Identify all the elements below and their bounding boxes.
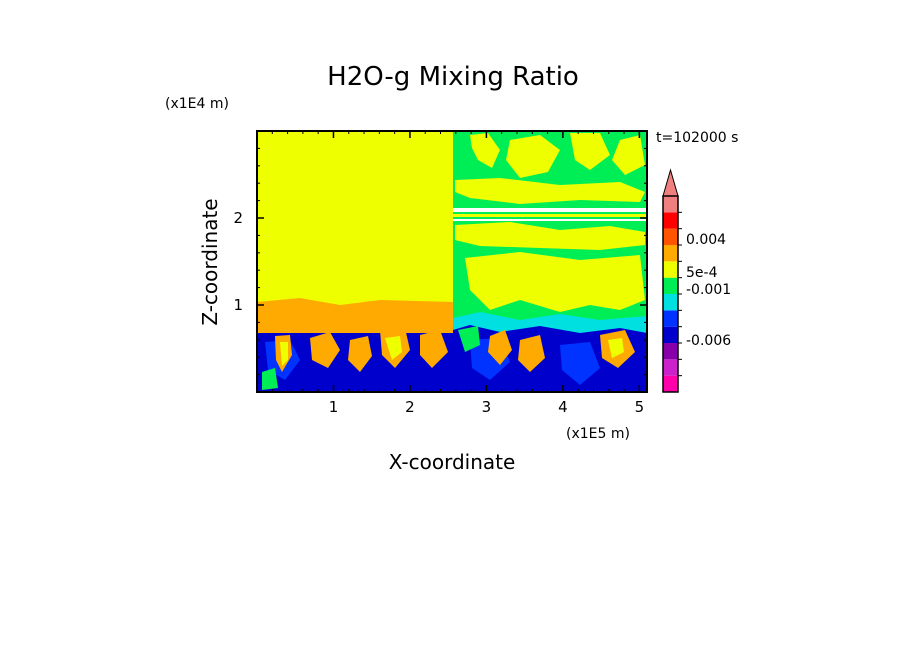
colorbar-swatch bbox=[663, 359, 678, 376]
colorbar-swatch bbox=[663, 343, 678, 360]
streak-bands bbox=[453, 208, 647, 221]
x-tick-label: 4 bbox=[558, 398, 568, 416]
x-tick-label: 1 bbox=[329, 398, 339, 416]
colorbar-swatch bbox=[663, 310, 678, 327]
colorbar-swatch bbox=[663, 245, 678, 262]
upper-right-patches bbox=[455, 133, 645, 312]
contour-field bbox=[257, 131, 647, 392]
orange-band bbox=[257, 298, 453, 333]
colorbar-label: 0.004 bbox=[686, 232, 726, 248]
x-tick-label: 3 bbox=[482, 398, 492, 416]
colorbar-swatch bbox=[663, 212, 678, 229]
colorbar-label: -0.001 bbox=[686, 282, 731, 298]
colorbar-swatch bbox=[663, 375, 678, 392]
x-tick-label: 2 bbox=[405, 398, 415, 416]
y-axis-label: Z-coordinate bbox=[198, 198, 222, 325]
x-axis-label: X-coordinate bbox=[389, 450, 516, 474]
x-tick-label: 5 bbox=[635, 398, 645, 416]
y-tick-label: 1 bbox=[233, 296, 243, 314]
chart-title: H2O-g Mixing Ratio bbox=[327, 62, 579, 92]
green-plumes bbox=[262, 326, 480, 390]
y-scale-label: (x1E4 m) bbox=[165, 96, 229, 112]
colorbar-swatch bbox=[663, 228, 678, 245]
plot-frame bbox=[256, 130, 648, 393]
colorbar-label: -0.006 bbox=[686, 333, 731, 349]
colorbar-swatch bbox=[663, 196, 678, 213]
x-ticks: 1 2 3 4 5 bbox=[271, 131, 645, 416]
orange-plumes bbox=[275, 328, 635, 372]
colorbar-swatch bbox=[663, 294, 678, 311]
colorbar-swatch bbox=[663, 261, 678, 278]
colorbar-swatch bbox=[663, 277, 678, 294]
colorbar-swatch bbox=[663, 326, 678, 343]
y-tick-label: 2 bbox=[233, 209, 243, 227]
y-ticks: 12 bbox=[233, 147, 647, 376]
colorbar-label: 5e-4 bbox=[686, 265, 718, 281]
colorbar-extend-arrow bbox=[662, 168, 679, 197]
time-label: t=102000 s bbox=[656, 130, 738, 146]
yellow-plumes bbox=[280, 336, 624, 366]
x-scale-label: (x1E5 m) bbox=[566, 426, 630, 442]
